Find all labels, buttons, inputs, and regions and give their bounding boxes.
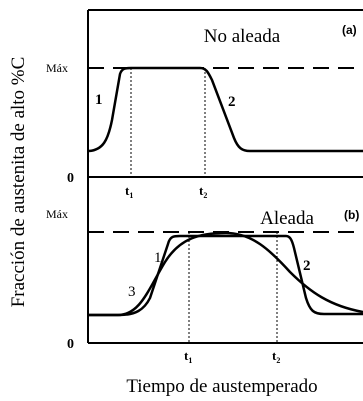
panel-a-t2-label: t2 [199, 183, 207, 200]
panel-b-curve-label-2: 2 [303, 258, 311, 274]
panel-a-max-label: Máx [46, 61, 68, 75]
y-axis-label: Fracción de austenita de alto %C [8, 57, 29, 308]
panel-b-curve-label-3: 3 [128, 284, 136, 300]
panel-a: No aleada (a) Máx 0 1 2 t1 t2 [46, 9, 363, 200]
panel-b: Aleada (b) Máx 0 1 2 3 t1 t2 [46, 177, 363, 365]
panel-b-max-label: Máx [46, 207, 68, 221]
panel-b-tag: (b) [344, 208, 359, 222]
panel-a-title: No aleada [204, 26, 281, 47]
panel-b-curve-steep [89, 234, 363, 317]
panel-b-curve-gradual [89, 231, 363, 317]
panel-a-zero-label: 0 [67, 171, 74, 186]
panel-b-t2-label: t2 [272, 348, 280, 365]
panel-b-zero-label: 0 [67, 337, 74, 352]
panel-a-t1-label: t1 [125, 183, 133, 200]
panel-a-tag: (a) [342, 23, 357, 37]
panel-b-curve-label-1: 1 [154, 250, 162, 266]
panel-a-curve [88, 66, 363, 153]
x-axis-label: Tiempo de austemperado [126, 376, 317, 397]
panel-b-title: Aleada [260, 208, 314, 229]
panel-a-curve-label-1: 1 [95, 92, 103, 108]
panel-a-curve-label-2: 2 [228, 94, 236, 110]
panel-b-t1-label: t1 [184, 348, 192, 365]
